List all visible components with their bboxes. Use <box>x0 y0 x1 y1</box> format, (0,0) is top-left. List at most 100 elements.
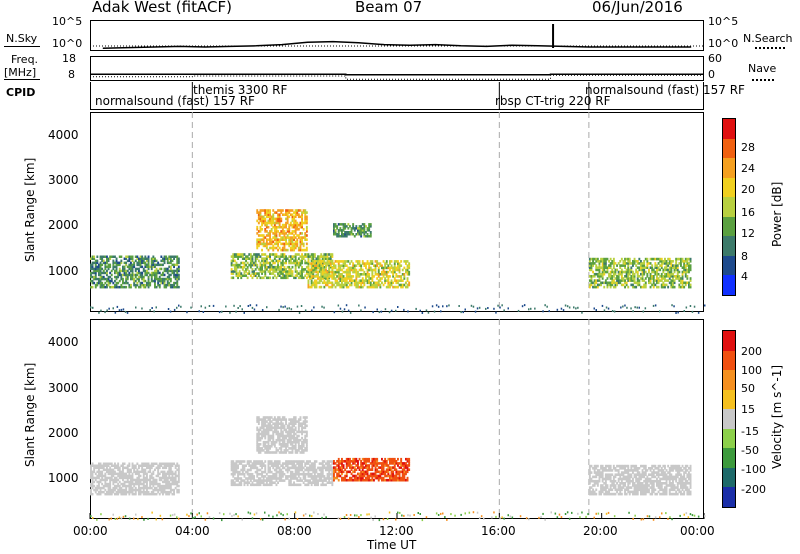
power-cell <box>326 263 329 267</box>
velocity-cell <box>299 416 302 419</box>
colorbar-band <box>723 370 735 390</box>
power-cell <box>323 285 326 289</box>
velocity-cell <box>154 492 156 496</box>
velocity-cell <box>272 472 275 476</box>
velocity-cell <box>265 432 268 436</box>
power-cell <box>237 274 239 277</box>
power-cell <box>243 257 246 260</box>
power-cell <box>341 310 344 313</box>
velocity-cell <box>328 460 331 463</box>
velocity-cell <box>240 481 243 484</box>
velocity-cell <box>163 488 166 492</box>
velocity-cell <box>93 480 96 484</box>
power-cell <box>342 229 345 232</box>
power-cell <box>288 272 291 275</box>
velocity-cell <box>296 477 299 480</box>
power-cell <box>656 268 658 272</box>
velocity-cell <box>377 478 380 482</box>
power-cell <box>593 281 596 285</box>
power-cell <box>93 267 96 271</box>
velocity-cell <box>257 462 260 465</box>
velocity-cell <box>269 477 271 480</box>
power-cell <box>601 270 604 274</box>
velocity-cell <box>238 477 241 480</box>
velocity-cell <box>275 462 278 465</box>
velocity-cell <box>366 476 369 480</box>
velocity-cell <box>302 443 305 446</box>
power-cell <box>243 270 246 273</box>
velocity-cell <box>160 464 163 467</box>
power-cell <box>601 264 604 267</box>
velocity-cell <box>373 464 375 467</box>
power-cell <box>278 219 281 223</box>
velocity-cell <box>169 462 172 465</box>
power-cell <box>297 253 300 256</box>
power-cell <box>320 255 323 258</box>
power-cell <box>395 279 398 282</box>
power-cell <box>302 257 305 260</box>
velocity-cell <box>269 470 271 474</box>
power-cell <box>285 223 287 227</box>
power-cell <box>337 262 340 265</box>
velocity-cell <box>169 464 172 467</box>
velocity-cell <box>604 467 607 470</box>
power-cell <box>134 269 137 273</box>
cpid-segment-4: normalsound (fast) 157 RF <box>585 83 745 97</box>
velocity-cell <box>146 466 148 470</box>
power-cell <box>377 268 380 272</box>
velocity-cell <box>350 464 353 467</box>
velocity-cell <box>248 462 251 465</box>
velocity-cell <box>155 462 158 465</box>
power-cell <box>392 266 395 270</box>
velocity-cell <box>606 477 609 481</box>
colorbar-band <box>723 236 735 256</box>
power-cell <box>651 275 654 278</box>
power-cell <box>349 270 351 274</box>
velocity-cell <box>358 466 361 469</box>
power-cell <box>408 262 411 265</box>
power-cell <box>390 283 393 287</box>
cpid-label: CPID <box>6 86 36 99</box>
velocity-cell <box>304 479 307 482</box>
power-cell <box>273 257 276 260</box>
power-cell <box>261 268 263 271</box>
velocity-cell <box>384 460 387 463</box>
power-cell <box>596 260 599 263</box>
power-cell <box>267 232 270 235</box>
power-cell <box>291 230 294 233</box>
velocity-cell <box>355 468 358 471</box>
velocity-cell <box>248 468 251 472</box>
velocity-cell <box>270 424 273 428</box>
velocity-cell <box>280 424 283 428</box>
power-cell <box>315 279 318 282</box>
power-cell <box>106 265 108 269</box>
power-cell <box>254 255 257 258</box>
velocity-cell <box>96 488 99 492</box>
power-cell <box>269 230 271 233</box>
power-cell <box>272 276 275 280</box>
cpid-segment-2: themis 3300 RF <box>193 83 288 97</box>
velocity-cell <box>273 464 276 467</box>
power-cell <box>168 257 171 260</box>
power-cell <box>165 255 168 258</box>
velocity-cell <box>233 470 236 474</box>
power-cell <box>318 255 321 258</box>
velocity-cell <box>147 464 150 467</box>
velocity-cell <box>160 484 163 488</box>
velocity-cell <box>233 466 236 470</box>
power-cell <box>273 232 276 235</box>
power-cell <box>262 261 265 265</box>
power-cell <box>374 260 377 263</box>
velocity-cell <box>302 426 305 430</box>
power-cell <box>609 270 612 274</box>
velocity-cell <box>253 477 255 480</box>
power-cell <box>262 215 265 219</box>
power-cell <box>427 311 430 314</box>
power-cell <box>117 275 120 279</box>
power-cell <box>620 272 623 276</box>
velocity-cell <box>273 440 276 444</box>
power-cell <box>90 285 92 289</box>
velocity-cell <box>275 428 278 432</box>
velocity-cell <box>134 466 137 470</box>
power-cell <box>139 263 142 267</box>
